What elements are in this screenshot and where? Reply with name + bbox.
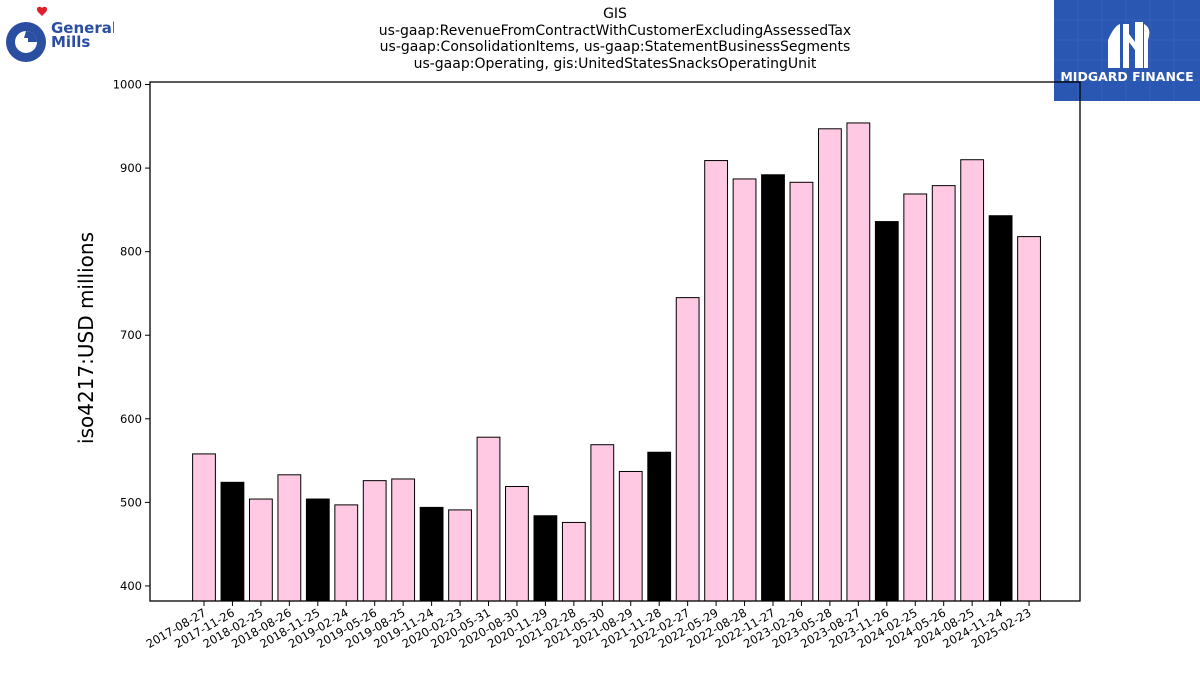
- bar-2018-11-25: [305, 498, 330, 602]
- bar-2021-08-29: [618, 470, 643, 602]
- bar-2022-05-29: [704, 160, 729, 602]
- bar-2019-08-25: [391, 478, 416, 602]
- bar-2018-02-25: [249, 498, 273, 602]
- bar-2020-02-23: [448, 509, 472, 602]
- bar-2022-08-28: [732, 178, 757, 602]
- midgard-finance-logo: MIDGARD FINANCE: [1054, 0, 1200, 101]
- bar-2017-08-27: [192, 453, 216, 602]
- bars-group: [192, 122, 1041, 602]
- bar-2019-11-24: [419, 506, 444, 602]
- y-tick-label: 1000: [113, 78, 142, 92]
- y-tick-label: 400: [120, 579, 142, 593]
- bar-2018-08-26: [277, 474, 302, 602]
- bar-2023-11-26: [874, 221, 899, 602]
- bar-2020-05-31: [476, 436, 501, 602]
- bar-2024-02-25: [903, 193, 928, 602]
- title-line-1: GIS: [603, 6, 627, 22]
- x-axis: 2017-08-272017-11-262018-02-252018-08-26…: [144, 601, 1034, 651]
- y-tick-label: 500: [120, 495, 142, 509]
- y-axis-label: iso4217:USD millions: [74, 232, 98, 444]
- chart-title: GIS us-gaap:RevenueFromContractWithCusto…: [300, 6, 930, 72]
- bar-2019-05-26: [362, 480, 387, 602]
- bar-2020-08-30: [505, 486, 529, 602]
- title-line-3: us-gaap:ConsolidationItems, us-gaap:Stat…: [379, 39, 851, 55]
- y-tick-label: 900: [120, 161, 142, 175]
- title-line-2: us-gaap:RevenueFromContractWithCustomerE…: [378, 22, 852, 39]
- bar-2021-05-30: [590, 444, 615, 602]
- midgard-logo-text: MIDGARD FINANCE: [1060, 69, 1193, 84]
- y-axis: 400 500 600 700 800 900 1000: [113, 78, 150, 593]
- y-tick-label: 700: [120, 328, 142, 342]
- bar-2017-11-26: [220, 481, 245, 602]
- bar-2022-11-27: [761, 174, 785, 602]
- bar-2024-05-26: [931, 185, 956, 602]
- y-tick-label: 600: [120, 412, 142, 426]
- logo-line2: Mills: [51, 33, 90, 51]
- bar-2021-02-28: [561, 521, 586, 602]
- y-tick-label: 800: [120, 245, 142, 259]
- bar-2024-11-24: [988, 215, 1013, 602]
- bar-2023-05-28: [818, 128, 842, 602]
- bar-2024-08-25: [960, 159, 985, 602]
- bar-2019-02-24: [334, 504, 359, 602]
- bar-2023-02-26: [789, 181, 814, 602]
- title-line-4: us-gaap:Operating, gis:UnitedStatesSnack…: [413, 55, 817, 72]
- bar-2020-11-29: [533, 515, 558, 602]
- bar-2025-02-23: [1017, 236, 1041, 602]
- logo-line1: General: [51, 19, 114, 37]
- general-mills-logo: General Mills: [4, 4, 117, 68]
- bar-2022-02-27: [675, 297, 700, 602]
- plot-frame: [149, 81, 1081, 602]
- bar-2021-11-28: [647, 451, 672, 602]
- bar-2023-08-27: [846, 122, 871, 602]
